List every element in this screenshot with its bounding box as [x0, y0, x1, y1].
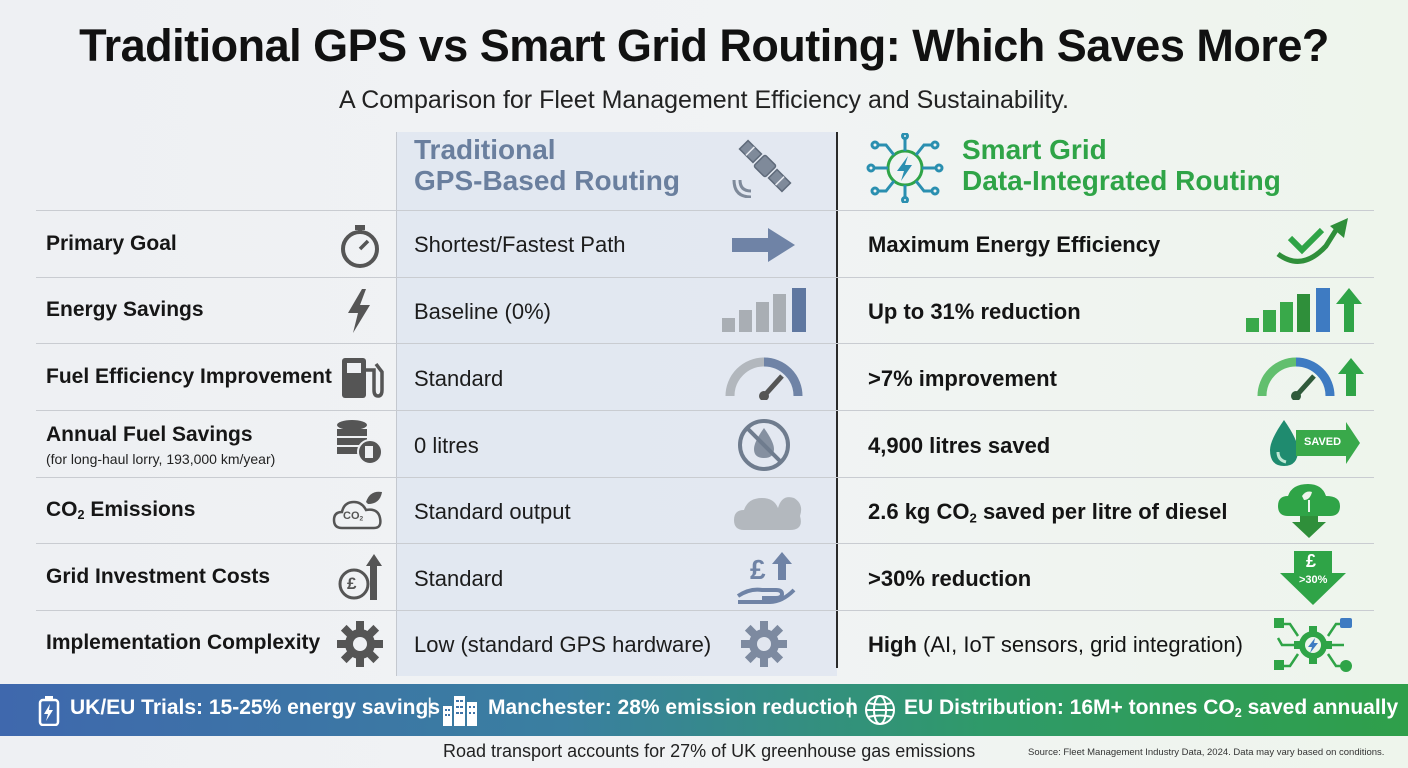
gps-header-line1: Traditional [414, 134, 556, 165]
no-drop-icon [738, 419, 790, 471]
row-divider [36, 610, 1374, 611]
bar-chart-up-icon [1246, 288, 1362, 332]
row-divider [36, 210, 1374, 211]
cloud-icon [734, 497, 802, 530]
co2-cloud-icon: CO2 [332, 488, 386, 534]
gps-value-energy-savings: Baseline (0%) [414, 299, 551, 324]
row-sublabel-annual-fuel-savings: (for long-haul lorry, 193,000 km/year) [46, 451, 276, 467]
gps-column-background [397, 132, 837, 676]
row-divider [36, 410, 1374, 411]
cloud-down-icon [1278, 484, 1340, 538]
satellite-icon [732, 139, 792, 198]
gps-header-line2: GPS-Based Routing [414, 165, 681, 196]
gauge-up-icon [1257, 357, 1364, 400]
gps-value-annual-fuel-savings: 0 litres [414, 433, 479, 458]
gear-network-icon [1274, 618, 1352, 672]
row-label-grid-investment: Grid Investment Costs [46, 565, 271, 588]
row-divider [36, 477, 1374, 478]
pound-symbol-smart: £ [1306, 551, 1317, 571]
smart-value-fuel-efficiency: >7% improvement [868, 366, 1057, 391]
gps-value-implementation: Low (standard GPS hardware) [414, 632, 712, 657]
city-buildings-icon [443, 696, 477, 726]
check-arrow-icon [1276, 218, 1348, 264]
column-divider-center [836, 132, 838, 668]
lightning-icon [348, 289, 370, 333]
gps-value-fuel-efficiency: Standard [414, 366, 504, 391]
battery-icon [38, 696, 60, 726]
banner-stat-manchester: Manchester: 28% emission reduction [488, 696, 858, 719]
column-divider-left [396, 132, 397, 676]
row-label-primary-goal: Primary Goal [46, 232, 177, 255]
banner-separator: | [847, 695, 853, 718]
row-label-fuel-efficiency: Fuel Efficiency Improvement [46, 365, 332, 388]
gps-value-grid-investment: Standard [414, 566, 504, 591]
pound-symbol-gps: £ [750, 554, 766, 585]
gauge-icon [725, 357, 803, 400]
circuit-bolt-icon [866, 133, 944, 203]
gps-column-header: Traditional GPS-Based Routing [414, 134, 680, 196]
smart-header-line1: Smart Grid [962, 134, 1107, 165]
gear-icon [337, 621, 383, 667]
smart-value-annual-fuel-savings: 4,900 litres saved [868, 433, 1051, 458]
stopwatch-icon [341, 225, 379, 268]
pound-down-icon: £ >30% [1280, 549, 1346, 605]
smart-value-grid-investment: >30% reduction [868, 566, 1032, 591]
row-label-energy-savings: Energy Savings [46, 298, 204, 321]
pound-symbol-label: £ [347, 574, 357, 593]
gps-value-primary-goal: Shortest/Fastest Path [414, 232, 626, 257]
percent-badge-text: >30% [1299, 574, 1328, 586]
fuel-pump-icon [342, 358, 384, 398]
page-title: Traditional GPS vs Smart Grid Routing: W… [79, 20, 1329, 71]
smart-header-line2: Data-Integrated Routing [962, 165, 1281, 196]
drop-saved-icon: SAVED [1266, 416, 1362, 470]
row-divider [36, 277, 1374, 278]
saved-badge-text: SAVED [1304, 436, 1342, 448]
globe-icon [865, 695, 895, 725]
coins-fuel-icon [337, 420, 383, 465]
footer-source: Source: Fleet Management Industry Data, … [1028, 747, 1385, 758]
smart-value-primary-goal: Maximum Energy Efficiency [868, 232, 1161, 257]
footer-note: Road transport accounts for 27% of UK gr… [443, 741, 976, 761]
banner-separator: | [427, 695, 433, 718]
smart-column-header: Smart Grid Data-Integrated Routing [962, 134, 1281, 196]
gps-value-co2-emissions: Standard output [414, 499, 571, 524]
banner-stat-trials: UK/EU Trials: 15-25% energy savings [70, 696, 440, 719]
bar-chart-icon [722, 288, 806, 332]
banner-stat-eu-distribution: EU Distribution: 16M+ tonnes CO2 saved a… [904, 696, 1399, 721]
page-subtitle: A Comparison for Fleet Management Effici… [338, 86, 1069, 114]
stats-banner: UK/EU Trials: 15-25% energy savings | Ma… [0, 684, 1408, 736]
gear-icon [741, 621, 787, 667]
pound-hand-icon: £ [736, 550, 800, 604]
row-label-co2-emissions: CO2 Emissions [46, 498, 196, 523]
smart-value-co2-emissions: 2.6 kg CO2 saved per litre of diesel [868, 499, 1228, 526]
row-label-annual-fuel-savings: Annual Fuel Savings [46, 423, 253, 446]
smart-value-energy-savings: Up to 31% reduction [868, 299, 1081, 324]
row-divider [36, 543, 1374, 544]
pound-up-icon: £ [338, 552, 384, 602]
smart-value-implementation: High (AI, IoT sensors, grid integration) [868, 632, 1243, 657]
co2-icon-text: CO2 [343, 510, 364, 523]
row-label-implementation: Implementation Complexity [46, 631, 321, 654]
arrow-right-icon [732, 228, 795, 262]
row-divider [36, 343, 1374, 344]
